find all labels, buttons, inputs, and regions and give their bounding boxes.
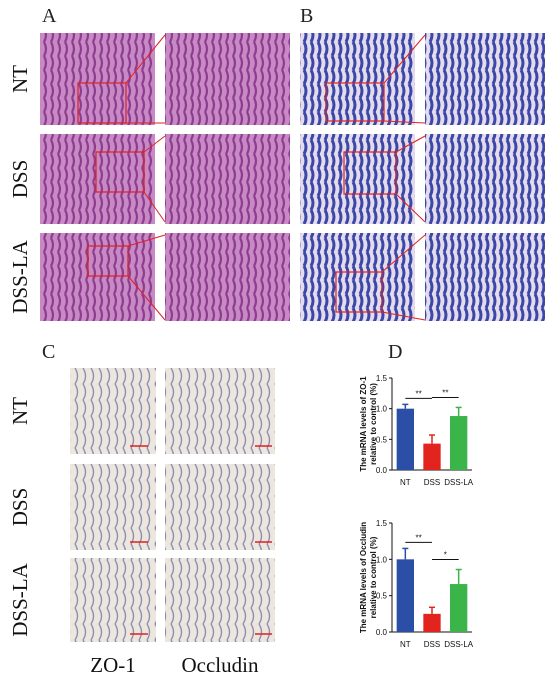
row-label: DSS-LA [8,239,32,313]
x-tick-label: DSS-LA [444,640,474,649]
image [165,558,275,642]
y-tick-label: 0.5 [376,435,388,444]
row-label: DSS-LA [8,562,32,636]
significance-label: ** [416,389,422,398]
significance-label: ** [442,388,448,397]
image [40,33,155,125]
y-tick-label: 0.0 [376,466,388,475]
image [70,464,156,550]
image [40,233,155,321]
image [425,134,545,224]
image [70,368,156,454]
y-tick-label: 0.0 [376,628,388,637]
column-label: ZO-1 [90,653,136,677]
x-tick-label: DSS [424,640,440,649]
x-tick-label: NT [400,640,411,649]
row-label: NT [8,65,32,93]
image [425,233,545,321]
row-label: NT [8,397,32,425]
row-label: DSS [8,488,32,527]
y-axis-label: The mRNA levels of Occludin [359,522,368,633]
x-tick-label: NT [400,478,411,487]
panel-label: D [388,341,402,363]
image [40,134,155,224]
row-label: DSS [8,160,32,199]
x-tick-label: DSS [424,478,440,487]
image [165,134,290,224]
panel-b-images [300,33,545,321]
image [300,33,415,125]
y-tick-label: 1.5 [376,519,388,528]
panel-label: A [42,5,57,27]
image [165,233,290,321]
y-axis-label: relative to control (%) [369,536,378,618]
image [300,233,415,321]
significance-label: ** [416,533,422,542]
significance-label: * [444,551,447,560]
bar [396,408,414,470]
image [70,558,156,642]
image [165,33,290,125]
image [425,33,545,125]
y-tick-label: 1.5 [376,374,388,383]
panel-label: B [300,5,313,27]
y-axis-label: The mRNA levels of ZO-1 [359,376,368,472]
panel-label: C [42,341,55,363]
x-tick-label: DSS-LA [444,478,474,487]
bar [450,584,468,632]
column-label: Occludin [182,653,259,677]
bar [423,613,441,632]
bar [396,559,414,632]
image [165,464,275,550]
image [300,134,415,224]
y-axis-label: relative to control (%) [369,383,378,465]
image [165,368,275,454]
bar [423,443,441,470]
panel-c-images [70,368,275,642]
bar [450,416,468,470]
panel-a-images [40,33,290,321]
y-tick-label: 1.0 [376,555,388,564]
y-tick-label: 1.0 [376,405,388,414]
y-tick-label: 0.5 [376,592,388,601]
